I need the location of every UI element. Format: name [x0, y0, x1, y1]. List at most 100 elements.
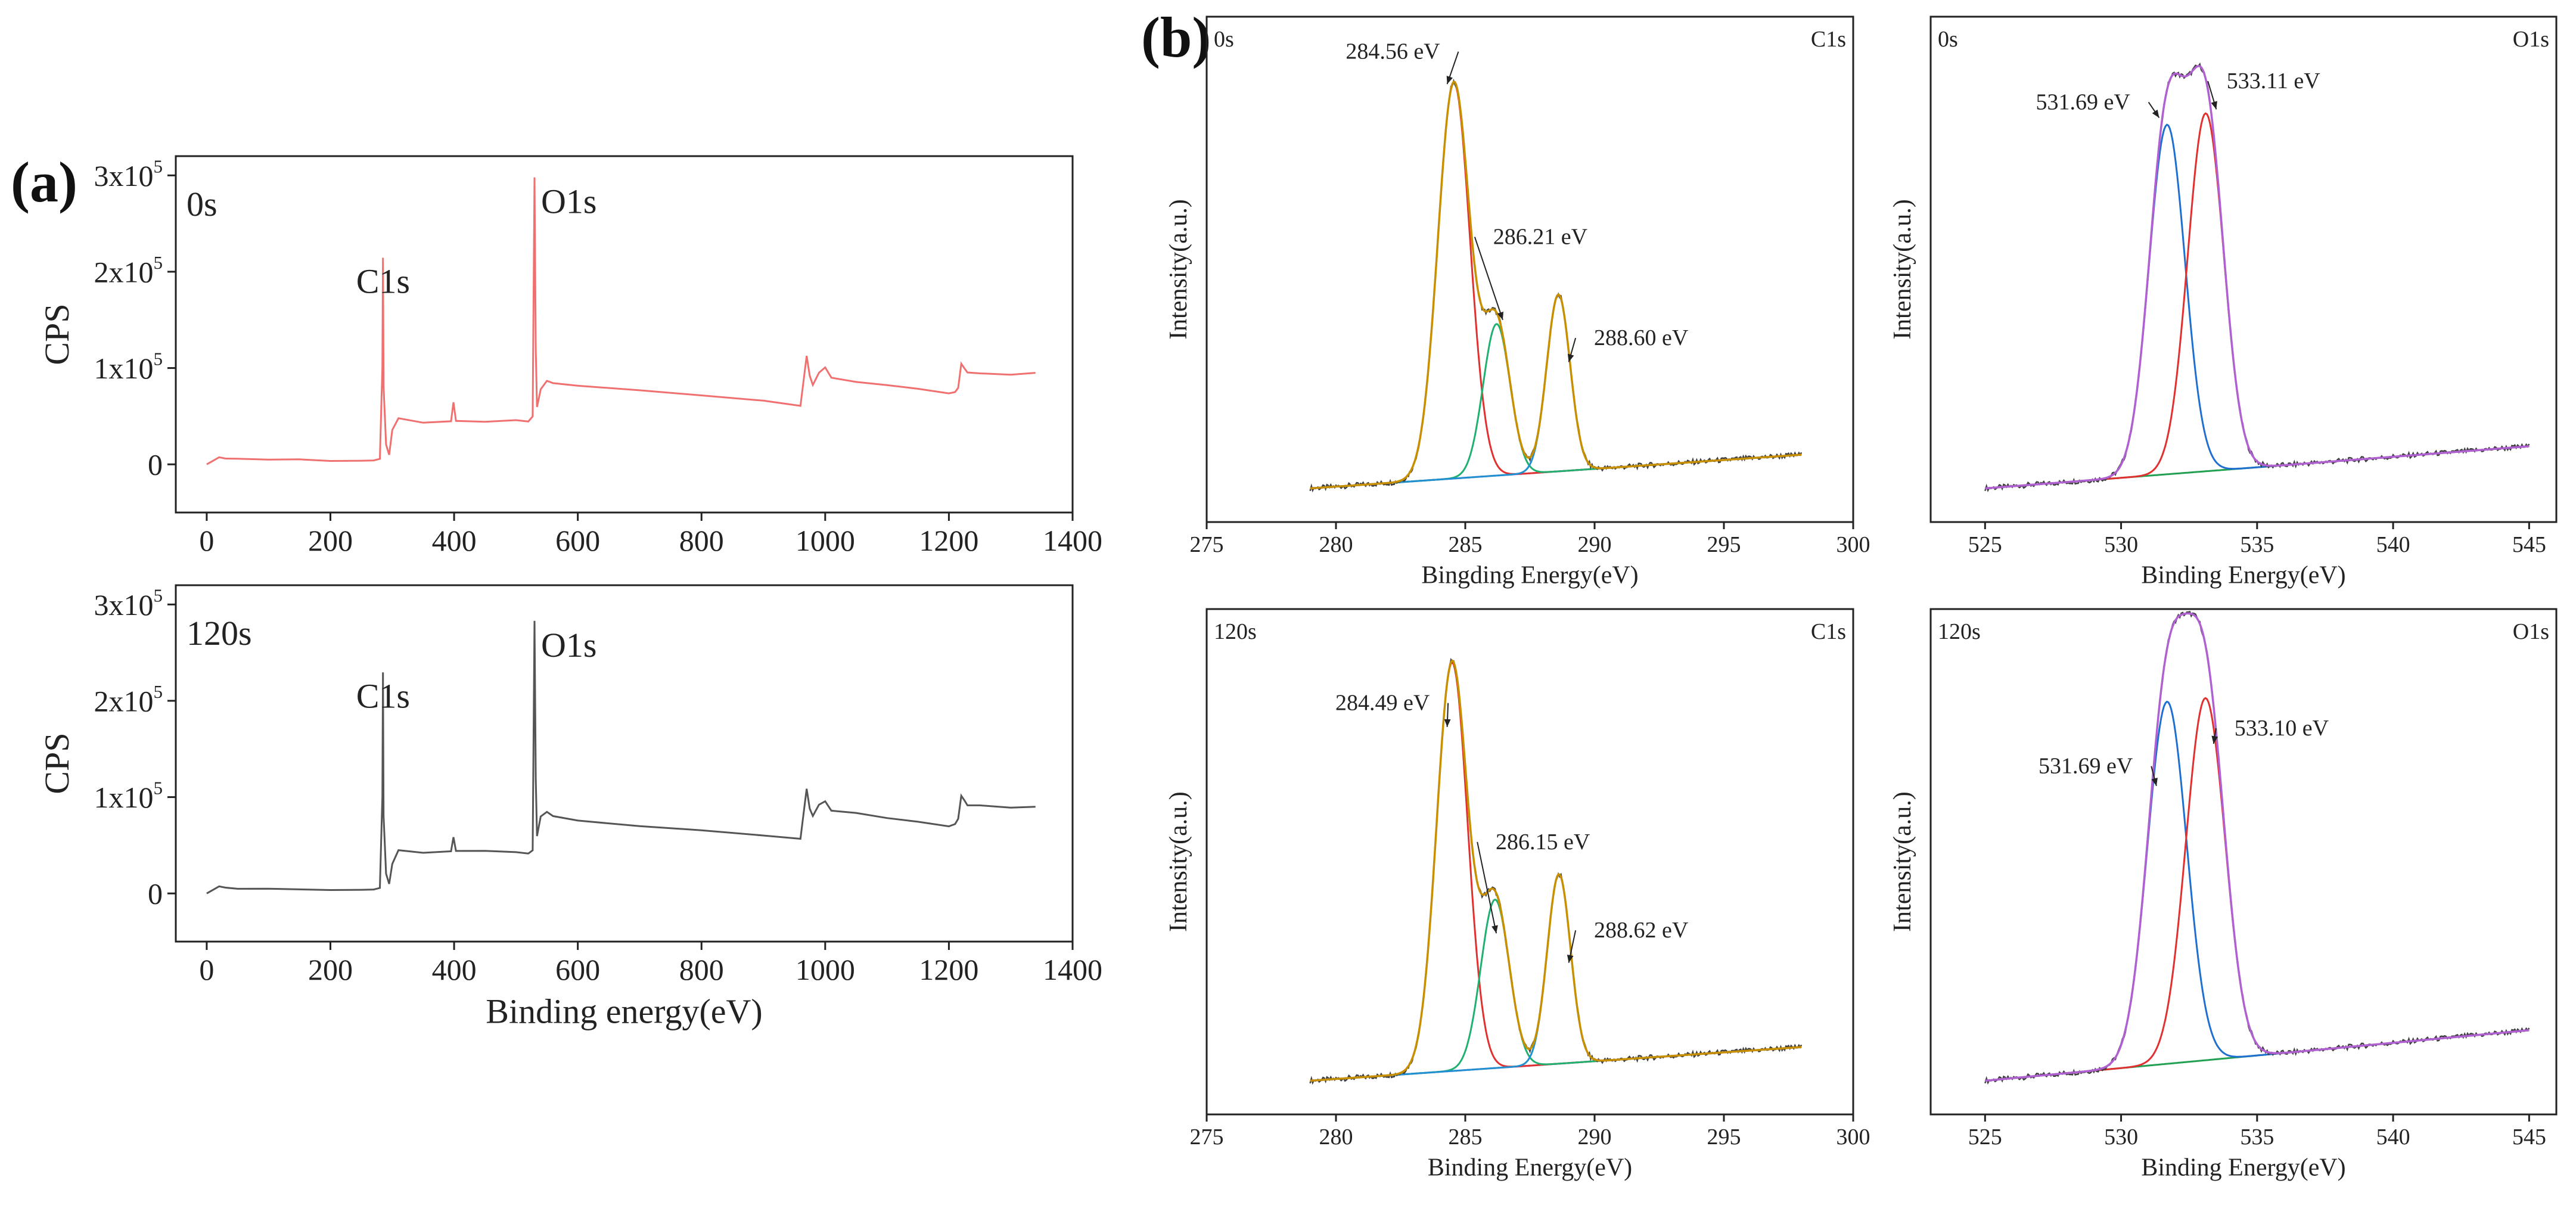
annotation-arrowhead — [1497, 311, 1503, 320]
x-axis-label: Binding Energy(eV) — [1428, 1154, 1632, 1182]
x-tick-label: 0 — [199, 524, 214, 557]
fit-component-line — [1985, 123, 2530, 489]
x-tick-label: 290 — [1578, 532, 1612, 557]
x-tick-label: 285 — [1449, 1125, 1483, 1150]
x-tick-label: 295 — [1707, 1125, 1741, 1150]
y-tick-label: 0 — [148, 877, 163, 911]
x-tick-label: 1200 — [919, 953, 978, 986]
y-axis-label: Intensity(a.u.) — [1165, 199, 1192, 340]
survey-spectrum-line — [206, 620, 1036, 895]
o1s-120s-chart: 525 530 535 540 545 Binding Energy(eV) Intensi… — [1889, 608, 2558, 1182]
x-axis-label: Bingding Energy(eV) — [1421, 562, 1638, 589]
x-tick-label: 600 — [555, 524, 600, 557]
annotation-arrowhead — [2151, 777, 2158, 786]
annotation-arrow — [1477, 841, 1497, 934]
y-axis-label: CPS — [38, 303, 76, 365]
x-tick-label: 800 — [679, 524, 724, 557]
y-axis-label: CPS — [38, 732, 76, 794]
x-tick-label: 540 — [2376, 1125, 2410, 1150]
y-tick-label: 1x105 — [94, 349, 163, 386]
x-tick-label: 535 — [2240, 1125, 2274, 1150]
y-axis-label: Intensity(a.u.) — [1165, 791, 1192, 932]
sample-label: 120s — [1938, 619, 1981, 644]
survey-spectrum-0s-chart: 0 200 400 600 800 1000 1200 1400 CPS 0 1x105 2x105 3… — [38, 155, 1102, 557]
fit-component-line — [1310, 81, 1802, 489]
x-tick-label: 200 — [308, 953, 353, 986]
raw-data-line — [1984, 62, 2530, 492]
x-tick-label: 540 — [2376, 532, 2410, 557]
y-tick-label: 2x105 — [94, 252, 163, 289]
plot-frame — [1205, 15, 1854, 523]
x-tick-label: 280 — [1319, 1125, 1353, 1150]
x-tick-label: 200 — [308, 524, 353, 557]
x-tick-label: 1400 — [1043, 524, 1102, 557]
x-tick-label: 1000 — [796, 953, 855, 986]
plot-frame — [1929, 608, 2558, 1116]
envelope-line — [1310, 659, 1802, 1082]
raw-data-line — [1309, 79, 1803, 493]
x-tick-label: 290 — [1578, 1125, 1612, 1150]
annotation-arrowhead — [2211, 101, 2217, 110]
peak-annotation: 533.11 eV — [2227, 69, 2320, 94]
peak-label: O1s — [541, 182, 596, 221]
panel-b-label: (b) — [1141, 5, 1211, 69]
x-tick-label: 1400 — [1043, 953, 1102, 986]
survey-spectrum-line — [206, 177, 1036, 465]
y-tick-label: 2x105 — [94, 681, 163, 718]
plot-frame — [175, 584, 1074, 943]
region-label: O1s — [2513, 619, 2549, 644]
fit-component-line — [1310, 323, 1802, 489]
x-tick-label: 545 — [2512, 1125, 2546, 1150]
x-axis-label: Binding Energy(eV) — [2141, 1154, 2345, 1182]
fit-component-line — [1310, 661, 1802, 1082]
fit-component-line — [1310, 873, 1802, 1082]
c1s-120s-chart: 275 280 285 290 295 300 Binding Energy(eV) Inte… — [1165, 608, 1870, 1182]
y-tick-label: 3x105 — [94, 156, 163, 192]
x-tick-label: 300 — [1837, 532, 1870, 557]
sample-label: 0s — [1214, 27, 1234, 52]
peak-annotation: 288.62 eV — [1594, 918, 1689, 943]
x-tick-label: 275 — [1190, 532, 1224, 557]
x-tick-label: 1200 — [919, 524, 978, 557]
sample-label: 120s — [187, 614, 252, 653]
annotation-arrowhead — [1567, 954, 1574, 963]
c1s-0s-chart: 275 280 285 290 295 300 Bingding Energy(eV) Int… — [1165, 15, 1870, 589]
annotation-arrowhead — [1444, 719, 1451, 727]
peak-annotation: 533.10 eV — [2235, 716, 2329, 741]
y-tick-label: 1x105 — [94, 778, 163, 815]
peak-annotation: 286.15 eV — [1496, 830, 1590, 855]
annotation-arrowhead — [2152, 109, 2159, 118]
annotation-arrow — [1474, 237, 1503, 321]
peak-annotation: 531.69 eV — [2036, 89, 2130, 114]
x-axis-label: Binding energy(eV) — [486, 992, 762, 1031]
envelope-line — [1985, 65, 2530, 490]
peak-label: O1s — [541, 626, 596, 664]
annotation-arrowhead — [1491, 925, 1498, 934]
x-tick-label: 530 — [2104, 1125, 2138, 1150]
plot-frame — [1205, 608, 1854, 1116]
x-tick-label: 530 — [2104, 532, 2138, 557]
x-tick-label: 275 — [1190, 1125, 1224, 1150]
y-tick-label: 0 — [148, 448, 163, 482]
region-label: C1s — [1811, 619, 1846, 644]
plot-frame — [175, 155, 1074, 514]
region-label: O1s — [2513, 27, 2549, 52]
survey-spectrum-120s-chart: 0 200 400 600 800 1000 1200 1400 Binding energy(… — [38, 584, 1102, 1031]
y-tick-label: 3x105 — [94, 585, 163, 622]
annotation-arrowhead — [2211, 735, 2218, 744]
x-tick-label: 400 — [432, 953, 477, 986]
x-axis-label: Binding Energy(eV) — [2141, 562, 2345, 589]
x-tick-label: 525 — [1968, 1125, 2002, 1150]
raw-data-line — [1984, 611, 2530, 1085]
o1s-0s-chart: 525 530 535 540 545 Binding Energy(eV) Intensi… — [1889, 15, 2558, 589]
peak-annotation: 531.69 eV — [2039, 754, 2133, 779]
fit-component-line — [1985, 112, 2530, 489]
x-tick-label: 285 — [1449, 532, 1483, 557]
peak-label: C1s — [356, 676, 410, 715]
peak-annotation: 284.49 eV — [1335, 691, 1430, 716]
sample-label: 0s — [1938, 27, 1958, 52]
peak-annotation: 284.56 eV — [1346, 39, 1440, 64]
y-axis-label: Intensity(a.u.) — [1889, 791, 1916, 932]
x-tick-label: 545 — [2512, 532, 2546, 557]
x-tick-label: 600 — [555, 953, 600, 986]
